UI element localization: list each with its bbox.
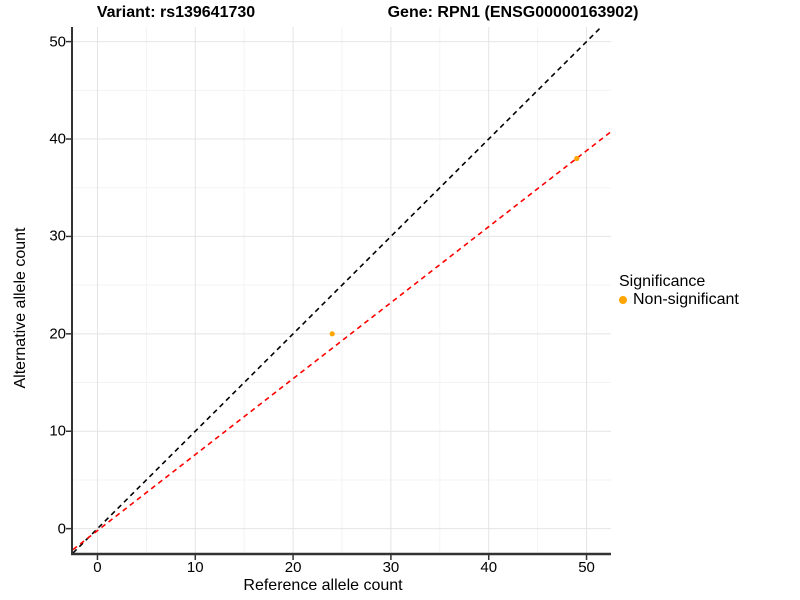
x-tick-label: 40 <box>480 559 498 576</box>
fit-line <box>73 131 611 551</box>
x-axis-tick-labels: 0 10 20 30 40 50 <box>0 559 800 577</box>
legend-title: Significance <box>619 273 706 290</box>
identity-line <box>73 27 603 553</box>
y-tick-label: 10 <box>49 422 66 440</box>
x-tick-label: 50 <box>578 559 595 576</box>
x-tick-label: 20 <box>284 559 302 576</box>
legend: Significance Non-significant <box>619 273 739 308</box>
y-tick-label: 0 <box>57 520 66 538</box>
legend-item-label: Non-significant <box>633 291 739 308</box>
x-tick-label: 10 <box>186 559 204 576</box>
gene-title: Gene: RPN1 (ENSG00000163902) <box>387 4 639 21</box>
legend-item-non-significant: Non-significant <box>619 291 739 308</box>
y-axis-tick-labels: 0 10 20 30 40 50 <box>0 0 66 600</box>
data-point <box>329 331 335 337</box>
x-tick-label: 0 <box>93 559 102 576</box>
variant-title: Variant: rs139641730 <box>96 4 256 21</box>
y-tick-label: 50 <box>49 33 66 51</box>
y-axis-title: Alternative allele count <box>12 227 29 389</box>
y-tick-label: 40 <box>49 130 66 148</box>
x-axis-title: Reference allele count <box>243 577 403 594</box>
data-point <box>574 155 580 162</box>
legend-point-icon <box>619 295 627 304</box>
x-tick-label: 30 <box>382 559 400 576</box>
y-tick-label: 20 <box>49 325 66 343</box>
y-tick-label: 30 <box>49 227 66 245</box>
